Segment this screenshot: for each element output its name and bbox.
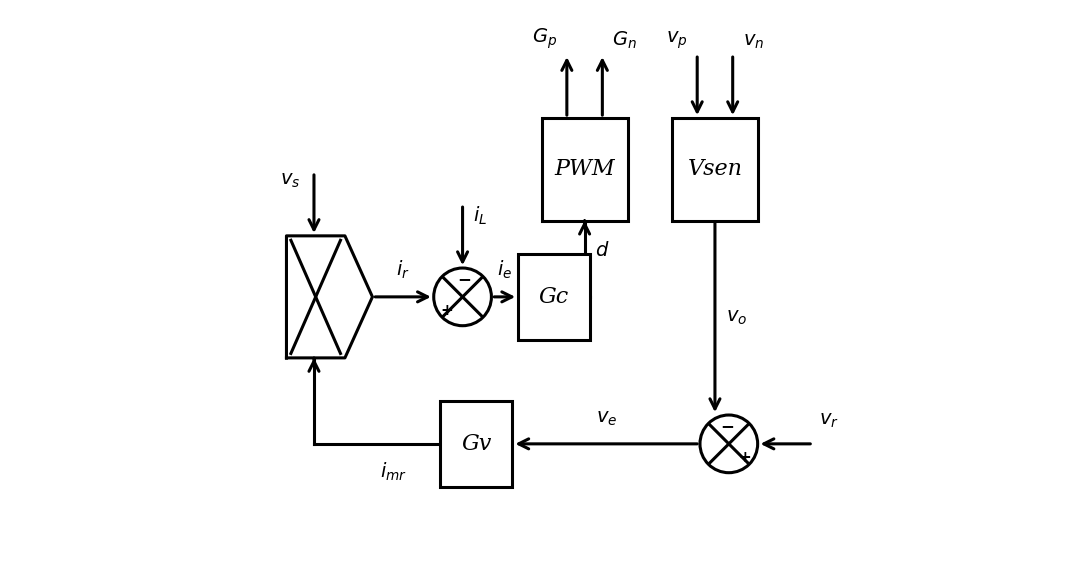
Text: $v_p$: $v_p$	[666, 30, 687, 52]
Text: $i_{mr}$: $i_{mr}$	[380, 461, 407, 483]
Text: $v_r$: $v_r$	[819, 411, 838, 430]
Bar	[542, 118, 628, 221]
Text: $v_n$: $v_n$	[743, 33, 763, 52]
Circle shape	[433, 268, 491, 325]
Text: $d$: $d$	[595, 241, 609, 260]
Text: Gc: Gc	[539, 286, 569, 308]
Text: $G_n$: $G_n$	[613, 30, 637, 52]
Bar	[518, 254, 590, 340]
Text: $v_s$: $v_s$	[280, 172, 300, 190]
Text: $v_e$: $v_e$	[595, 410, 617, 428]
Text: $v_o$: $v_o$	[727, 308, 747, 327]
Polygon shape	[287, 236, 372, 358]
Text: Vsen: Vsen	[687, 158, 743, 181]
Text: +: +	[738, 450, 752, 465]
Bar	[441, 401, 513, 487]
Text: $i_e$: $i_e$	[497, 259, 513, 281]
Text: −: −	[720, 417, 734, 435]
Text: Gv: Gv	[462, 433, 492, 455]
Text: PWM: PWM	[554, 158, 615, 181]
Text: $i_r$: $i_r$	[396, 259, 409, 281]
Text: $i_L$: $i_L$	[472, 204, 487, 226]
Bar	[672, 118, 758, 221]
Text: +: +	[440, 303, 453, 318]
Text: −: −	[457, 270, 471, 288]
Circle shape	[700, 415, 758, 473]
Text: $G_p$: $G_p$	[532, 27, 557, 52]
